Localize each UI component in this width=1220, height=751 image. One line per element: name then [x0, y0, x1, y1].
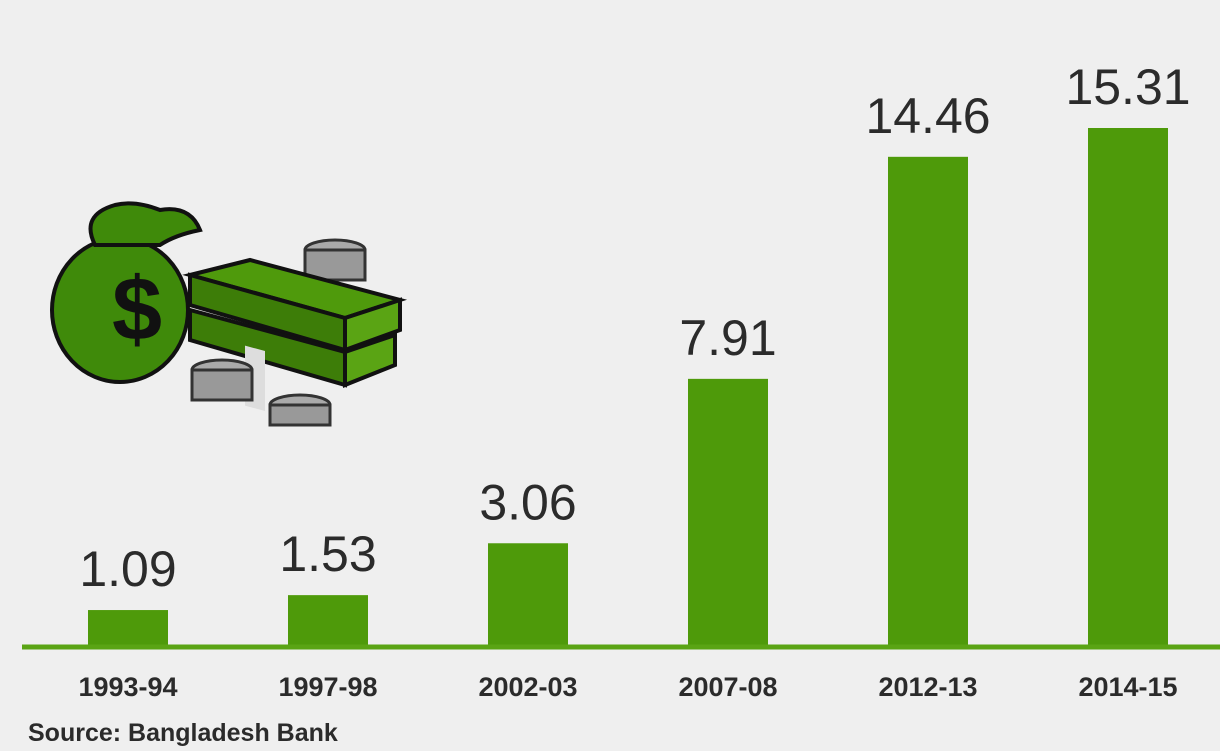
- value-label: 1.53: [279, 526, 376, 582]
- bar: [88, 610, 168, 647]
- bar: [1088, 128, 1168, 647]
- value-label: 14.46: [865, 88, 990, 144]
- value-label: 15.31: [1065, 59, 1190, 115]
- x-tick-label: 1993-94: [78, 672, 177, 702]
- svg-text:$: $: [112, 260, 162, 360]
- value-label: 3.06: [479, 474, 576, 530]
- x-tick-label: 2012-13: [878, 672, 977, 702]
- value-label: 1.09: [79, 541, 176, 597]
- source-note: Source: Bangladesh Bank: [28, 719, 338, 747]
- x-tick-label: 2014-15: [1078, 672, 1177, 702]
- money-illustration: $: [50, 201, 408, 427]
- value-label: 7.91: [679, 310, 776, 366]
- x-tick-label: 2002-03: [478, 672, 577, 702]
- x-tick-label: 2007-08: [678, 672, 777, 702]
- bar: [288, 595, 368, 647]
- bar: [488, 543, 568, 647]
- x-tick-label: 1997-98: [278, 672, 377, 702]
- bar: [888, 156, 968, 647]
- bar: [688, 378, 768, 647]
